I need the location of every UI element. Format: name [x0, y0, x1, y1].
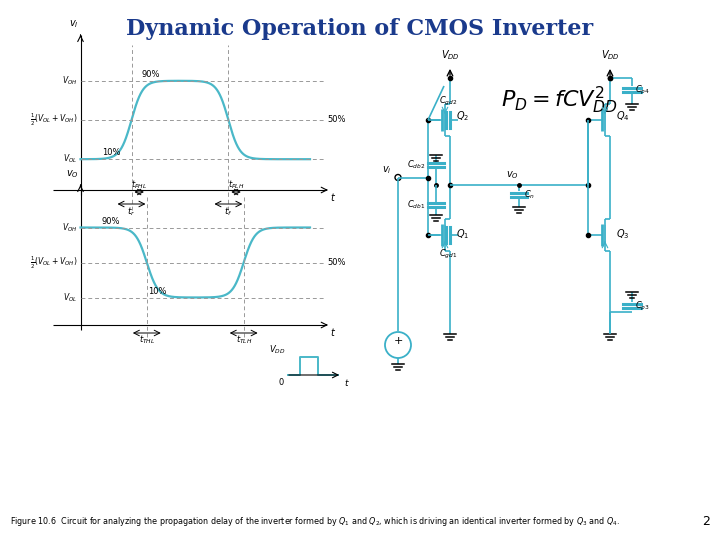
Text: $P_D = fCV_{DD}^2$: $P_D = fCV_{DD}^2$: [501, 84, 618, 116]
Text: $0$: $0$: [279, 376, 285, 387]
Text: $t$: $t$: [344, 377, 350, 388]
Text: $C_{p4}$: $C_{p4}$: [635, 84, 650, 97]
Text: $t$: $t$: [330, 191, 336, 203]
Text: $v_i$: $v_i$: [382, 164, 392, 176]
Text: 50%: 50%: [327, 258, 346, 267]
Text: 2: 2: [702, 515, 710, 528]
Text: $C_{db2}$: $C_{db2}$: [407, 159, 425, 171]
Text: $V_{OL}$: $V_{OL}$: [63, 291, 78, 303]
Text: $V_{DD}$: $V_{DD}$: [269, 343, 285, 356]
Text: $C_{db1}$: $C_{db1}$: [407, 199, 425, 211]
Text: +: +: [393, 336, 402, 346]
Text: $t_{TLH}$: $t_{TLH}$: [235, 334, 252, 347]
Text: $\frac{1}{2}(V_{OL}+V_{OH})$: $\frac{1}{2}(V_{OL}+V_{OH})$: [30, 254, 78, 271]
Text: $v_O$: $v_O$: [505, 169, 518, 181]
Text: Dynamic Operation of CMOS Inverter: Dynamic Operation of CMOS Inverter: [127, 18, 593, 40]
Text: $C_n$: $C_n$: [524, 189, 535, 201]
Text: $V_{DD}$: $V_{DD}$: [441, 48, 459, 62]
Text: $t_{THL}$: $t_{THL}$: [139, 334, 155, 347]
Text: $V_{OH}$: $V_{OH}$: [62, 221, 78, 234]
Text: $\frac{1}{2}(V_{OL}+V_{OH})$: $\frac{1}{2}(V_{OL}+V_{OH})$: [30, 112, 78, 128]
Text: 90%: 90%: [102, 217, 120, 226]
Text: $C_{p3}$: $C_{p3}$: [635, 300, 650, 313]
Text: $v_O$: $v_O$: [66, 168, 78, 180]
Text: $Q_4$: $Q_4$: [616, 109, 630, 123]
Text: $V_{OL}$: $V_{OL}$: [63, 153, 78, 165]
Text: $v_I$: $v_I$: [69, 18, 78, 30]
Text: $t_f$: $t_f$: [224, 205, 233, 218]
Text: $V_{DD}$: $V_{DD}$: [600, 48, 619, 62]
Text: 90%: 90%: [141, 70, 160, 79]
Text: 50%: 50%: [327, 116, 346, 125]
Text: $t_{PHL}$: $t_{PHL}$: [131, 179, 147, 191]
Text: $Q_2$: $Q_2$: [456, 109, 469, 123]
Text: $C_{gd2}$: $C_{gd2}$: [438, 95, 457, 108]
Text: $Q_1$: $Q_1$: [456, 227, 469, 241]
Text: $V_{OH}$: $V_{OH}$: [62, 75, 78, 87]
Text: $Q_3$: $Q_3$: [616, 227, 629, 241]
Text: 10%: 10%: [102, 148, 120, 157]
Text: $t_{PLH}$: $t_{PLH}$: [228, 179, 244, 191]
Text: $C_{gd1}$: $C_{gd1}$: [438, 248, 457, 261]
Text: Figure 10.6  Circuit for analyzing the propagation delay of the inverter formed : Figure 10.6 Circuit for analyzing the pr…: [10, 515, 620, 528]
Text: 10%: 10%: [148, 287, 166, 295]
Text: $t$: $t$: [330, 326, 336, 338]
Text: $t_r$: $t_r$: [127, 205, 136, 218]
